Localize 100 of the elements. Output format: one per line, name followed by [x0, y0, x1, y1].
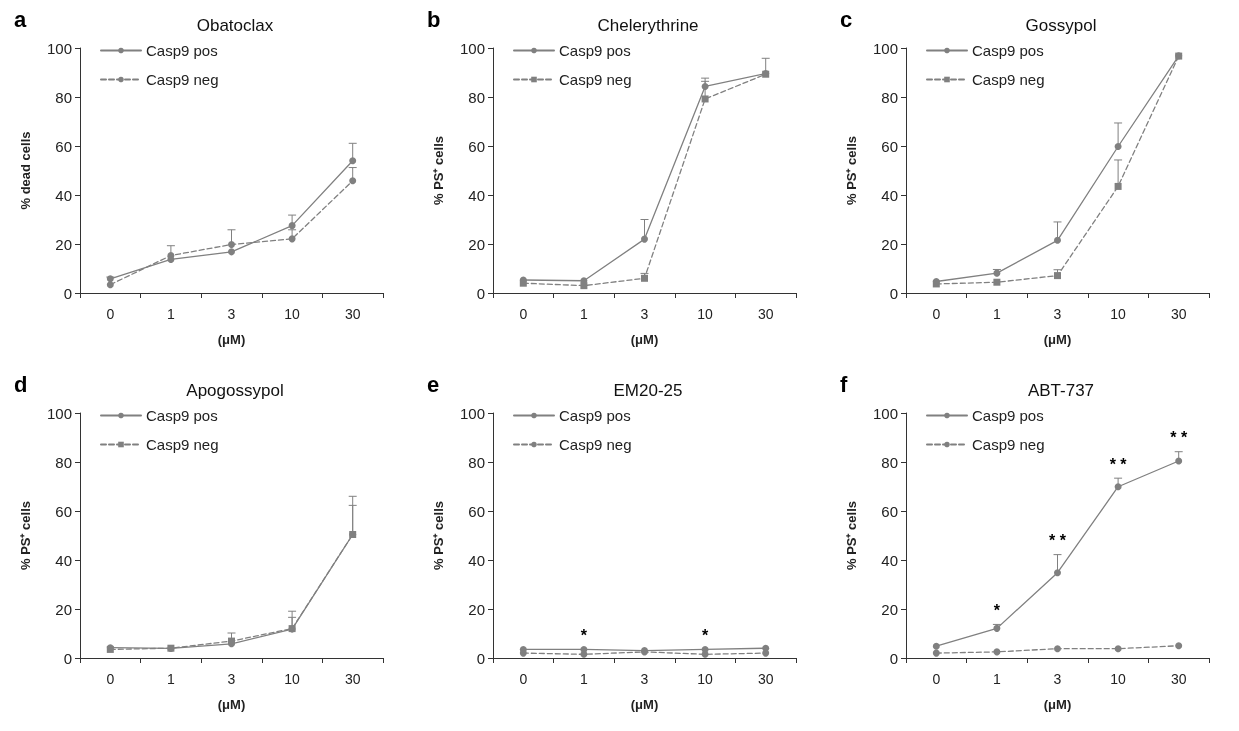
legend-label: Casp9 pos	[972, 42, 1044, 59]
x-tick-label: 3	[1053, 306, 1062, 322]
x-tick-label: 1	[580, 671, 588, 687]
y-tick-label: 40	[468, 186, 485, 204]
y-tick-label: 100	[459, 39, 485, 57]
point	[167, 644, 175, 652]
point	[1114, 645, 1122, 653]
y-tick-label: 20	[468, 600, 485, 618]
x-tick-label: 10	[284, 306, 301, 322]
y-tick-label: 80	[55, 453, 72, 471]
point	[1054, 569, 1061, 577]
legend-label: Casp9 neg	[559, 436, 632, 453]
chart-title: Obatoclax	[196, 16, 274, 35]
y-tick-label: 0	[476, 284, 485, 302]
legend-label: Casp9 pos	[559, 407, 631, 424]
x-tick-label: 10	[697, 671, 714, 687]
x-tick-label: 30	[757, 306, 774, 322]
point	[1175, 457, 1183, 465]
x-tick-label: 0	[106, 306, 115, 322]
y-axis-title: % PS⁺ cells	[844, 135, 859, 206]
x-tick-label: 10	[697, 306, 714, 322]
point	[641, 235, 648, 243]
point	[228, 240, 235, 248]
y-tick-label: 100	[872, 39, 898, 57]
point	[1114, 483, 1122, 491]
annotation: *	[993, 601, 1001, 619]
y-tick-label: 20	[55, 600, 72, 618]
y-tick-label: 100	[46, 39, 72, 57]
x-tick-label: 1	[167, 671, 175, 687]
legend-label: Casp9 pos	[559, 42, 631, 59]
y-tick-label: 80	[468, 88, 485, 106]
x-axis-title: (μM)	[1043, 697, 1072, 712]
y-tick-label: 80	[881, 88, 898, 106]
y-axis-title: % PS⁺ cells	[431, 500, 446, 571]
point	[106, 281, 114, 289]
y-tick-label: 100	[46, 404, 72, 422]
x-tick-label: 10	[1110, 671, 1127, 687]
y-tick-label: 40	[468, 551, 485, 569]
y-tick-label: 100	[459, 404, 485, 422]
y-tick-label: 20	[55, 235, 72, 253]
y-tick-label: 60	[55, 137, 72, 155]
x-axis-title: (μM)	[630, 332, 659, 347]
y-tick-label: 0	[889, 649, 898, 667]
point	[1054, 236, 1061, 244]
annotation: * *	[1170, 429, 1188, 447]
y-tick-label: 0	[63, 649, 72, 667]
point	[1054, 645, 1061, 653]
legend-label: Casp9 neg	[559, 71, 632, 88]
x-tick-label: 30	[757, 671, 774, 687]
legend-label: Casp9 pos	[146, 407, 218, 424]
y-tick-label: 60	[881, 502, 898, 520]
y-axis-title: % PS⁺ cells	[844, 500, 859, 571]
chart-title: Chelerythrine	[597, 16, 699, 35]
text: e	[427, 371, 440, 397]
text: c	[840, 6, 853, 32]
y-axis-title: % dead cells	[18, 131, 33, 210]
y-tick-label: 100	[872, 404, 898, 422]
x-tick-label: 3	[227, 306, 236, 322]
x-tick-label: 3	[640, 671, 649, 687]
chart-title: EM20-25	[613, 381, 683, 400]
legend-label: Casp9 neg	[972, 71, 1045, 88]
x-tick-label: 30	[1170, 306, 1187, 322]
point	[580, 282, 588, 290]
y-tick-label: 80	[55, 88, 72, 106]
x-axis-title: (μM)	[217, 697, 246, 712]
x-tick-label: 30	[1170, 671, 1187, 687]
point	[1175, 642, 1183, 650]
point	[349, 177, 357, 185]
annotation: * *	[1049, 532, 1067, 550]
point	[932, 642, 940, 650]
point	[1114, 142, 1122, 150]
x-tick-label: 0	[932, 671, 941, 687]
y-tick-label: 60	[881, 137, 898, 155]
y-tick-label: 40	[55, 551, 72, 569]
legend-label: Casp9 pos	[146, 42, 218, 59]
x-axis-title: (μM)	[217, 332, 246, 347]
y-tick-label: 40	[881, 186, 898, 204]
point	[701, 95, 709, 103]
x-tick-label: 3	[1053, 671, 1062, 687]
annotation: * *	[1109, 455, 1128, 473]
x-tick-label: 30	[344, 671, 361, 687]
x-tick-label: 10	[284, 671, 301, 687]
y-tick-label: 20	[881, 235, 898, 253]
chart-title: ABT-737	[1027, 381, 1095, 400]
x-tick-label: 3	[227, 671, 236, 687]
x-tick-label: 1	[993, 306, 1001, 322]
text: d	[14, 371, 28, 397]
x-tick-label: 1	[993, 671, 1001, 687]
y-tick-label: 60	[55, 502, 72, 520]
legend-label: Casp9 pos	[972, 407, 1044, 424]
text: a	[14, 6, 27, 32]
x-tick-label: 1	[167, 306, 175, 322]
y-tick-label: 80	[881, 453, 898, 471]
point	[349, 531, 357, 539]
point	[288, 222, 296, 230]
chart-title: Gossypol	[1025, 16, 1097, 35]
point	[228, 248, 235, 256]
chart-title: Apogossypol	[186, 381, 284, 400]
text: f	[840, 371, 848, 397]
x-tick-label: 0	[519, 671, 528, 687]
